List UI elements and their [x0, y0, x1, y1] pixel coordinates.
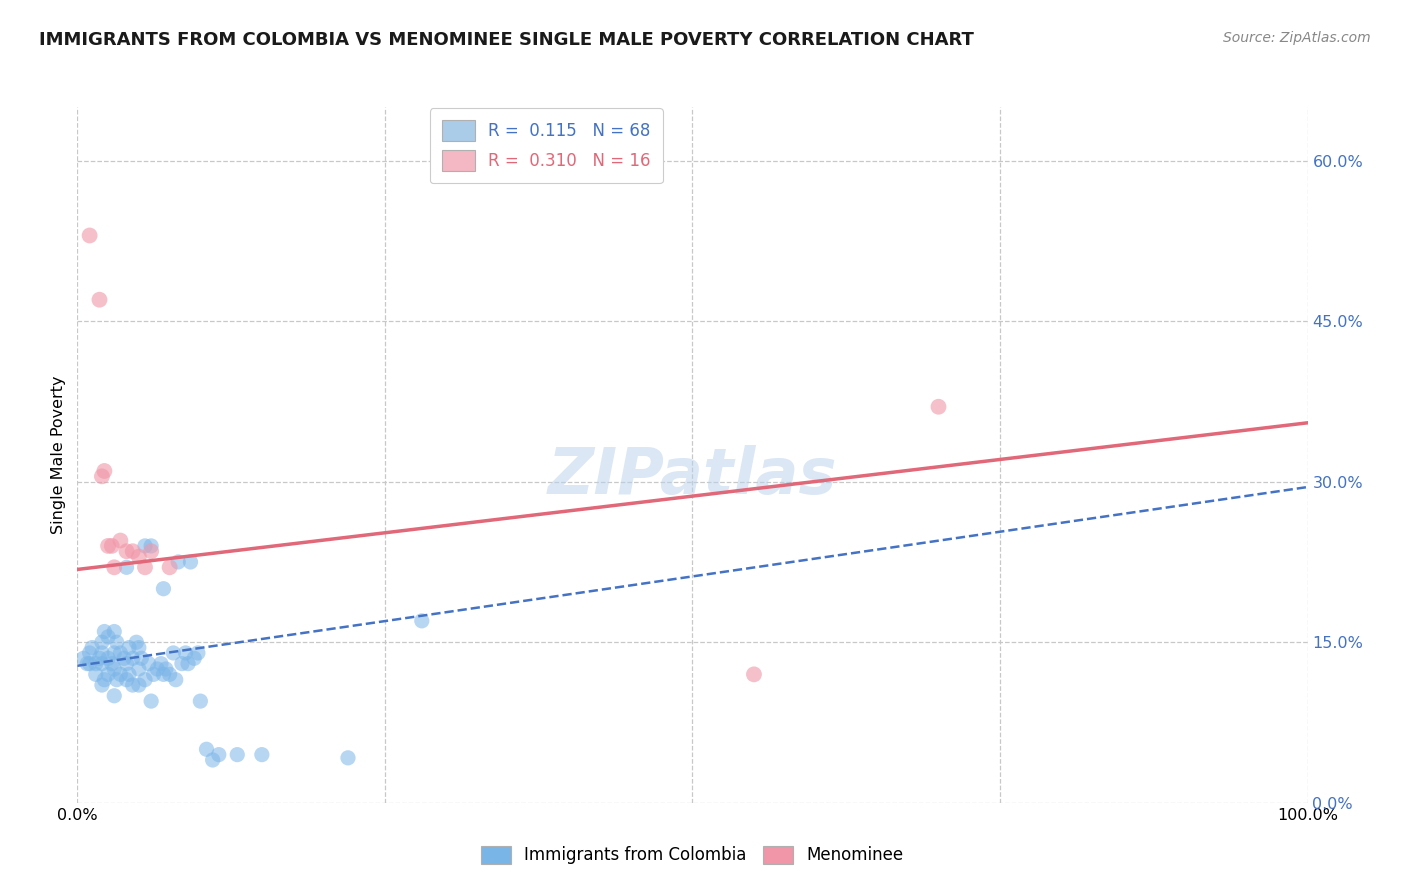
- Point: [162, 646, 184, 660]
- Point: [89, 293, 111, 307]
- Point: [411, 614, 433, 628]
- Point: [115, 560, 138, 574]
- Text: ZIPatlas: ZIPatlas: [548, 445, 837, 507]
- Point: [146, 662, 169, 676]
- Point: [141, 539, 163, 553]
- Point: [742, 667, 765, 681]
- Text: IMMIGRANTS FROM COLOMBIA VS MENOMINEE SINGLE MALE POVERTY CORRELATION CHART: IMMIGRANTS FROM COLOMBIA VS MENOMINEE SI…: [39, 31, 974, 49]
- Point: [337, 751, 360, 765]
- Point: [121, 651, 143, 665]
- Point: [90, 469, 114, 483]
- Point: [183, 651, 205, 665]
- Point: [250, 747, 273, 762]
- Point: [118, 640, 141, 655]
- Point: [180, 555, 202, 569]
- Point: [93, 673, 115, 687]
- Point: [97, 667, 120, 681]
- Point: [159, 667, 181, 681]
- Point: [138, 657, 160, 671]
- Point: [90, 657, 114, 671]
- Point: [118, 667, 141, 681]
- Point: [134, 560, 156, 574]
- Point: [110, 533, 132, 548]
- Point: [84, 667, 107, 681]
- Point: [201, 753, 224, 767]
- Point: [93, 464, 115, 478]
- Point: [152, 667, 174, 681]
- Point: [125, 635, 148, 649]
- Legend: Immigrants from Colombia, Menominee: Immigrants from Colombia, Menominee: [471, 836, 914, 874]
- Point: [177, 657, 200, 671]
- Point: [103, 646, 125, 660]
- Point: [187, 646, 209, 660]
- Point: [174, 646, 197, 660]
- Point: [159, 560, 181, 574]
- Point: [97, 651, 120, 665]
- Point: [76, 657, 98, 671]
- Point: [103, 624, 125, 639]
- Point: [134, 539, 156, 553]
- Point: [170, 657, 193, 671]
- Point: [129, 651, 153, 665]
- Y-axis label: Single Male Poverty: Single Male Poverty: [51, 376, 66, 534]
- Point: [79, 657, 101, 671]
- Point: [208, 747, 231, 762]
- Point: [72, 651, 94, 665]
- Point: [105, 673, 128, 687]
- Point: [110, 646, 132, 660]
- Point: [105, 635, 128, 649]
- Point: [115, 544, 138, 558]
- Point: [195, 742, 218, 756]
- Point: [188, 694, 212, 708]
- Point: [90, 646, 114, 660]
- Point: [128, 640, 150, 655]
- Point: [128, 662, 150, 676]
- Text: Source: ZipAtlas.com: Source: ZipAtlas.com: [1223, 31, 1371, 45]
- Point: [142, 667, 165, 681]
- Point: [84, 657, 107, 671]
- Point: [90, 635, 114, 649]
- Point: [103, 689, 125, 703]
- Point: [115, 657, 138, 671]
- Point: [155, 662, 177, 676]
- Point: [97, 539, 120, 553]
- Point: [110, 667, 132, 681]
- Point: [128, 549, 150, 564]
- Point: [79, 646, 101, 660]
- Point: [79, 228, 101, 243]
- Point: [101, 657, 124, 671]
- Point: [103, 662, 125, 676]
- Point: [121, 678, 143, 692]
- Point: [141, 544, 163, 558]
- Point: [112, 651, 135, 665]
- Point: [115, 673, 138, 687]
- Point: [165, 673, 187, 687]
- Point: [141, 694, 163, 708]
- Point: [226, 747, 249, 762]
- Point: [89, 651, 111, 665]
- Point: [103, 560, 125, 574]
- Point: [167, 555, 190, 569]
- Point: [101, 539, 124, 553]
- Point: [134, 673, 156, 687]
- Point: [152, 582, 174, 596]
- Point: [128, 678, 150, 692]
- Point: [97, 630, 120, 644]
- Point: [928, 400, 950, 414]
- Point: [90, 678, 114, 692]
- Point: [150, 657, 173, 671]
- Point: [93, 624, 115, 639]
- Point: [82, 640, 104, 655]
- Point: [121, 544, 143, 558]
